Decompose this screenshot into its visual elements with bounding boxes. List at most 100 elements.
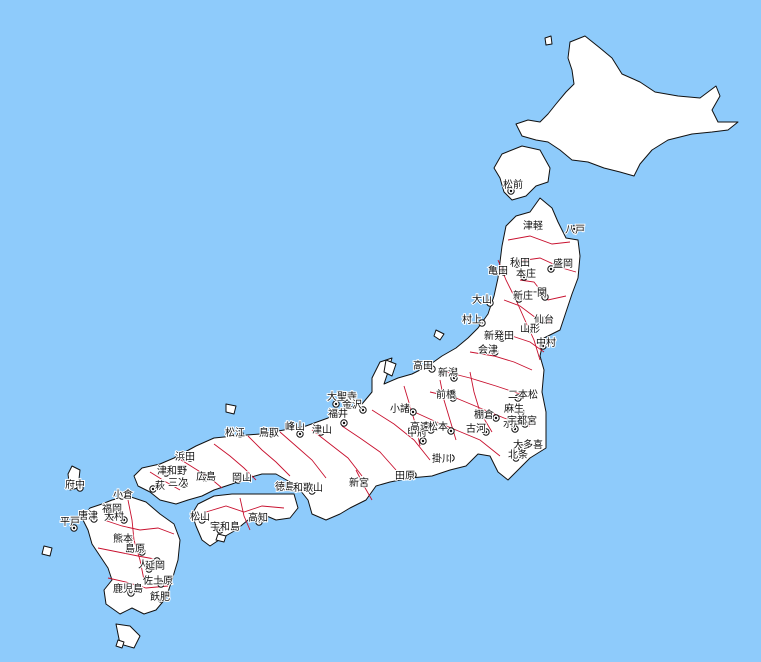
castle-marker-dot: [430, 367, 434, 371]
castle-marker-dot: [188, 456, 192, 460]
castle-marker: [127, 589, 135, 597]
castle-marker-dot: [310, 489, 314, 493]
place-label: 金沢: [342, 398, 362, 411]
castle-marker-dot: [236, 478, 240, 482]
castle-marker: [153, 557, 161, 565]
tanegashima-island: [115, 639, 125, 649]
castle-marker: [512, 454, 520, 462]
castle-marker-dot: [257, 520, 261, 524]
castle-marker: [517, 408, 525, 416]
castle-marker-dot: [72, 526, 76, 530]
castle-marker: [520, 273, 528, 281]
castle-marker: [138, 548, 146, 556]
place-label: 津軽: [523, 220, 543, 232]
castle-marker: [198, 516, 206, 524]
sado-island: [383, 359, 397, 377]
castle-marker-dot: [528, 328, 532, 332]
castle-marker: [332, 400, 340, 408]
place-label: 水戸: [503, 418, 523, 430]
castle-marker-dot: [140, 550, 144, 554]
place-label: 八戸: [565, 224, 585, 236]
castle-marker: [419, 437, 427, 445]
castle-marker-dot: [270, 432, 274, 436]
place-label: 松前: [503, 178, 523, 191]
castle-marker: [216, 526, 224, 534]
castle-marker-dot: [421, 439, 425, 443]
place-label: 小倉: [113, 488, 133, 501]
place-label: 松山: [190, 510, 210, 523]
place-label: 亀田: [488, 264, 508, 277]
place-label: 萩: [155, 480, 165, 492]
castle-marker: [409, 471, 417, 479]
place-label: 前橋: [436, 388, 456, 401]
castle-marker: [486, 299, 494, 307]
castle-marker-dot: [182, 482, 186, 486]
place-label: 和歌山: [293, 481, 323, 494]
castle-marker: [296, 430, 304, 438]
castle-marker-dot: [535, 225, 539, 229]
place-label: 大村: [104, 510, 124, 523]
castle-marker: [340, 419, 348, 427]
castle-marker: [120, 516, 128, 524]
castle-marker-dot: [502, 270, 506, 274]
castle-marker: [547, 265, 555, 273]
castle-marker-dot: [522, 275, 526, 279]
castle-marker-dot: [452, 376, 456, 380]
castle-marker-dot: [541, 318, 545, 322]
castle-marker: [308, 487, 316, 495]
castle-marker: [201, 474, 209, 482]
place-label: 会津: [478, 343, 498, 356]
castle-marker: [125, 536, 133, 544]
castle-marker-dot: [159, 582, 163, 586]
place-label: 熊本: [113, 532, 133, 545]
castle-marker-dot: [543, 295, 547, 299]
castle-marker: [533, 223, 541, 231]
place-label: 福岡: [102, 502, 122, 515]
place-label: 新潟: [438, 366, 458, 379]
place-label: 二本松: [508, 388, 538, 401]
castle-marker: [491, 348, 499, 356]
castle-marker: [236, 430, 244, 438]
place-label: 一関: [527, 287, 547, 299]
castle-marker: [449, 394, 457, 402]
castle-marker: [482, 428, 490, 436]
place-label: 岡山: [232, 472, 252, 484]
castle-marker-dot: [361, 408, 365, 412]
castle-marker: [317, 428, 325, 436]
castle-marker-dot: [291, 486, 295, 490]
place-label: 秋田: [510, 256, 530, 269]
castle-marker: [106, 512, 114, 520]
place-label: 大多喜: [513, 438, 543, 451]
castle-marker-dot: [147, 567, 151, 571]
place-label: 浜田: [175, 451, 195, 463]
castle-marker-dot: [572, 227, 576, 231]
castle-marker: [157, 580, 165, 588]
castle-marker: [428, 365, 436, 373]
place-label: 北条: [508, 448, 528, 461]
castle-marker-dot: [549, 267, 553, 271]
castle-marker-dot: [429, 428, 433, 432]
castle-marker: [70, 524, 78, 532]
castle-marker: [450, 374, 458, 382]
place-label: 高知: [248, 511, 268, 524]
honshu-landmass: [133, 197, 581, 521]
goto-island: [41, 545, 53, 557]
castle-marker-dot: [517, 297, 521, 301]
castle-marker: [507, 187, 515, 195]
place-label: 津山: [312, 424, 332, 436]
castle-marker: [255, 518, 263, 526]
place-label: 鳥取: [259, 426, 279, 439]
castle-marker: [521, 420, 529, 428]
place-label: 盛岡: [553, 257, 573, 270]
castle-marker-dot: [159, 597, 163, 601]
castle-marker: [289, 484, 297, 492]
castle-marker-dot: [122, 518, 126, 522]
place-label: 仙台: [534, 313, 554, 326]
castle-marker: [359, 406, 367, 414]
castle-marker-dot: [449, 429, 453, 433]
castle-marker-dot: [218, 528, 222, 532]
place-label: 山形: [520, 323, 540, 335]
place-label: 掛川: [432, 452, 452, 465]
castle-marker-dot: [411, 410, 415, 414]
